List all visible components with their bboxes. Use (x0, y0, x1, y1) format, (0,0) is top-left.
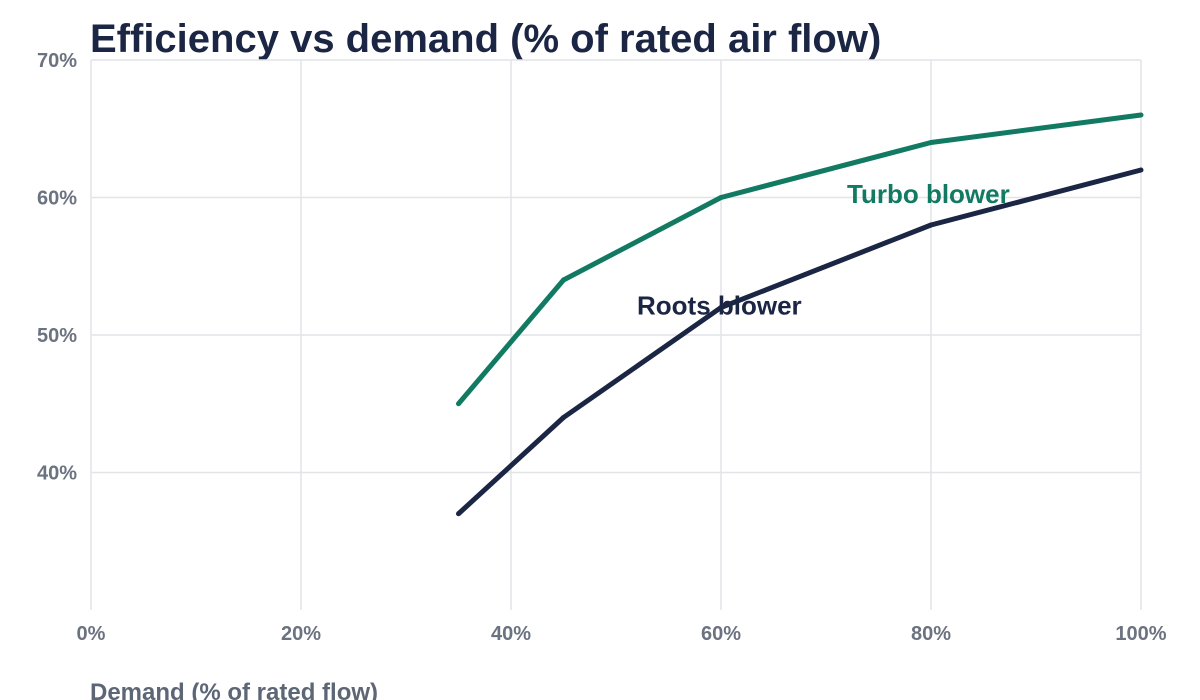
grid-layer (90, 59, 1142, 610)
turbo-blower-point (1138, 112, 1144, 118)
roots-blower-point (1138, 167, 1144, 173)
roots-blower-label: Roots blower (637, 290, 802, 320)
x-axis-title: Demand (% of rated flow) (90, 679, 378, 700)
x-tick-label: 40% (491, 623, 531, 645)
turbo-blower-line (456, 112, 1142, 406)
roots-blower-point (718, 305, 724, 310)
chart-title: Efficiency vs demand (% of rated air flo… (90, 17, 882, 61)
turbo-blower-point (561, 277, 566, 283)
y-tick-label: 40% (37, 463, 77, 485)
y-tick-label: 70% (37, 50, 77, 72)
y-tick-label: 60% (37, 188, 77, 210)
series-label-layer: Turbo blower Roots blower (637, 179, 1010, 320)
turbo-blower-label: Turbo blower (847, 179, 1010, 209)
turbo-blower-point (456, 401, 461, 407)
x-tick-label: 20% (281, 623, 321, 645)
x-tick-label: 80% (911, 623, 951, 645)
tick-layer: 0% 20% 40% 60% 80% 100% 40% 50% 60% 70% (37, 50, 1167, 645)
turbo-blower-point (928, 140, 934, 145)
turbo-blower-point (718, 195, 724, 200)
x-tick-label: 60% (701, 623, 741, 645)
roots-blower-point (928, 222, 934, 228)
x-tick-label: 100% (1115, 623, 1166, 645)
y-tick-label: 50% (37, 325, 77, 347)
roots-blower-line (456, 167, 1142, 516)
series-layer (456, 112, 1144, 517)
roots-blower-point (456, 511, 461, 517)
x-tick-label: 0% (77, 623, 106, 645)
roots-blower-point (561, 415, 566, 420)
